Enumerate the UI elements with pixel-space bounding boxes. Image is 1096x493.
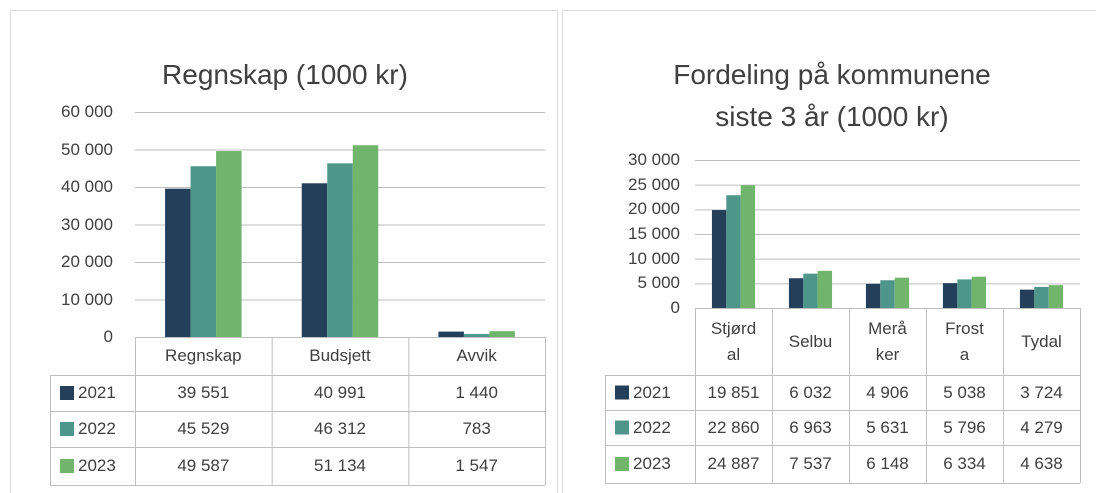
x-tick-label: Tydal — [1003, 308, 1080, 375]
y-tick-label: 0 — [103, 327, 113, 346]
bar — [352, 145, 379, 337]
data-table-value: 5 038 — [943, 382, 986, 402]
bar — [711, 210, 727, 308]
data-table-value: 22 860 — [707, 417, 760, 437]
x-tick-label: Regnskap — [135, 337, 272, 375]
bar — [803, 273, 818, 308]
data-table-value: 24 887 — [707, 454, 760, 473]
bar — [1048, 285, 1064, 308]
bar — [489, 331, 515, 337]
y-tick-label: 5 000 — [637, 273, 680, 293]
data-table-value: 5 631 — [866, 417, 909, 437]
x-tick-label-text: Stjørdal — [710, 318, 757, 364]
bar — [438, 331, 464, 337]
data-table-value: 6 334 — [943, 454, 986, 473]
bar — [463, 334, 490, 337]
chart-title: Fordeling på kommunene siste 3 år (1000 … — [673, 59, 991, 132]
bar — [880, 280, 895, 308]
y-tick-label: 0 — [670, 298, 680, 317]
legend-label: 2022 — [78, 419, 116, 438]
x-tick-label-text: Selbu — [788, 331, 833, 351]
x-tick-label: Stjørdal — [695, 308, 772, 375]
data-table-value: 49 587 — [177, 456, 230, 475]
data-table-value: 6 148 — [866, 454, 909, 473]
x-tick-label: Avvik — [408, 337, 545, 375]
bar — [957, 279, 972, 308]
y-tick-label: 40 000 — [61, 177, 113, 196]
panel — [562, 10, 1096, 493]
y-tick-label: 50 000 — [61, 139, 113, 159]
legend-swatch — [615, 420, 629, 435]
x-tick-label-text: Budsjett — [309, 346, 371, 365]
legend-swatch — [615, 385, 629, 400]
legend-label: 2023 — [633, 454, 671, 473]
x-tick-label: Frosta — [926, 308, 1003, 375]
data-table-value: 46 312 — [313, 419, 366, 438]
data-table-value: 40 991 — [313, 383, 366, 402]
data-table-value: 4 638 — [1020, 454, 1063, 473]
legend-swatch — [60, 459, 74, 473]
data-table-value: 4 279 — [1020, 417, 1063, 437]
y-tick-label: 25 000 — [628, 174, 680, 194]
y-tick-label: 30 000 — [628, 150, 680, 169]
y-tick-label: 10 000 — [61, 289, 113, 309]
legend-label: 2021 — [78, 383, 116, 402]
data-table-value: 3 724 — [1020, 382, 1063, 402]
y-tick-label: 60 000 — [61, 102, 113, 121]
x-tick-label: Budsjett — [272, 337, 409, 375]
data-table-value: 39 551 — [177, 383, 230, 402]
data-table-value: 6 963 — [789, 417, 832, 437]
data-table-value: 4 906 — [866, 382, 909, 402]
data-table-value: 783 — [462, 419, 491, 438]
x-tick-label-text: Tydal — [1021, 331, 1062, 351]
bar — [216, 151, 242, 337]
bar — [726, 195, 741, 308]
y-tick-label: 15 000 — [628, 224, 680, 243]
bar — [1034, 286, 1049, 308]
bar — [942, 283, 958, 308]
bar — [165, 188, 191, 337]
bar — [817, 270, 833, 308]
bar — [327, 163, 353, 337]
bar — [788, 278, 804, 308]
data-table-value: 7 537 — [789, 454, 832, 473]
y-tick-label: 10 000 — [628, 248, 680, 268]
bar — [1019, 289, 1035, 308]
data-table-value: 6 032 — [789, 382, 832, 402]
x-tick-label-text: Avvik — [456, 346, 497, 365]
y-tick-label: 30 000 — [61, 214, 113, 234]
bar — [971, 276, 987, 308]
data-table-value: 1 440 — [455, 383, 498, 402]
bar — [301, 183, 328, 337]
legend-swatch — [615, 457, 629, 471]
bar — [894, 277, 910, 308]
bar — [740, 185, 756, 308]
data-table-value: 1 547 — [455, 456, 498, 475]
x-tick-label: Selbu — [772, 308, 849, 375]
panel — [10, 10, 558, 493]
data-table-value: 51 134 — [313, 456, 366, 475]
x-tick-label-text: Regnskap — [165, 346, 242, 365]
legend-label: 2021 — [633, 382, 671, 402]
data-table-value: 19 851 — [707, 382, 760, 402]
bar — [865, 283, 881, 308]
legend-swatch — [60, 422, 74, 436]
y-tick-label: 20 000 — [61, 252, 113, 271]
data-table-value: 5 796 — [943, 417, 986, 437]
data-table-value: 45 529 — [177, 419, 230, 438]
chart-title: Regnskap (1000 kr) — [162, 59, 408, 90]
x-tick-label-text: Meråker — [868, 318, 907, 364]
legend-swatch — [60, 386, 74, 400]
x-tick-label: Meråker — [849, 308, 926, 375]
legend-label: 2022 — [633, 417, 671, 437]
x-tick-label-text: Frosta — [945, 318, 984, 364]
y-tick-label: 20 000 — [628, 199, 680, 219]
bar — [190, 166, 217, 337]
legend-label: 2023 — [78, 456, 116, 475]
